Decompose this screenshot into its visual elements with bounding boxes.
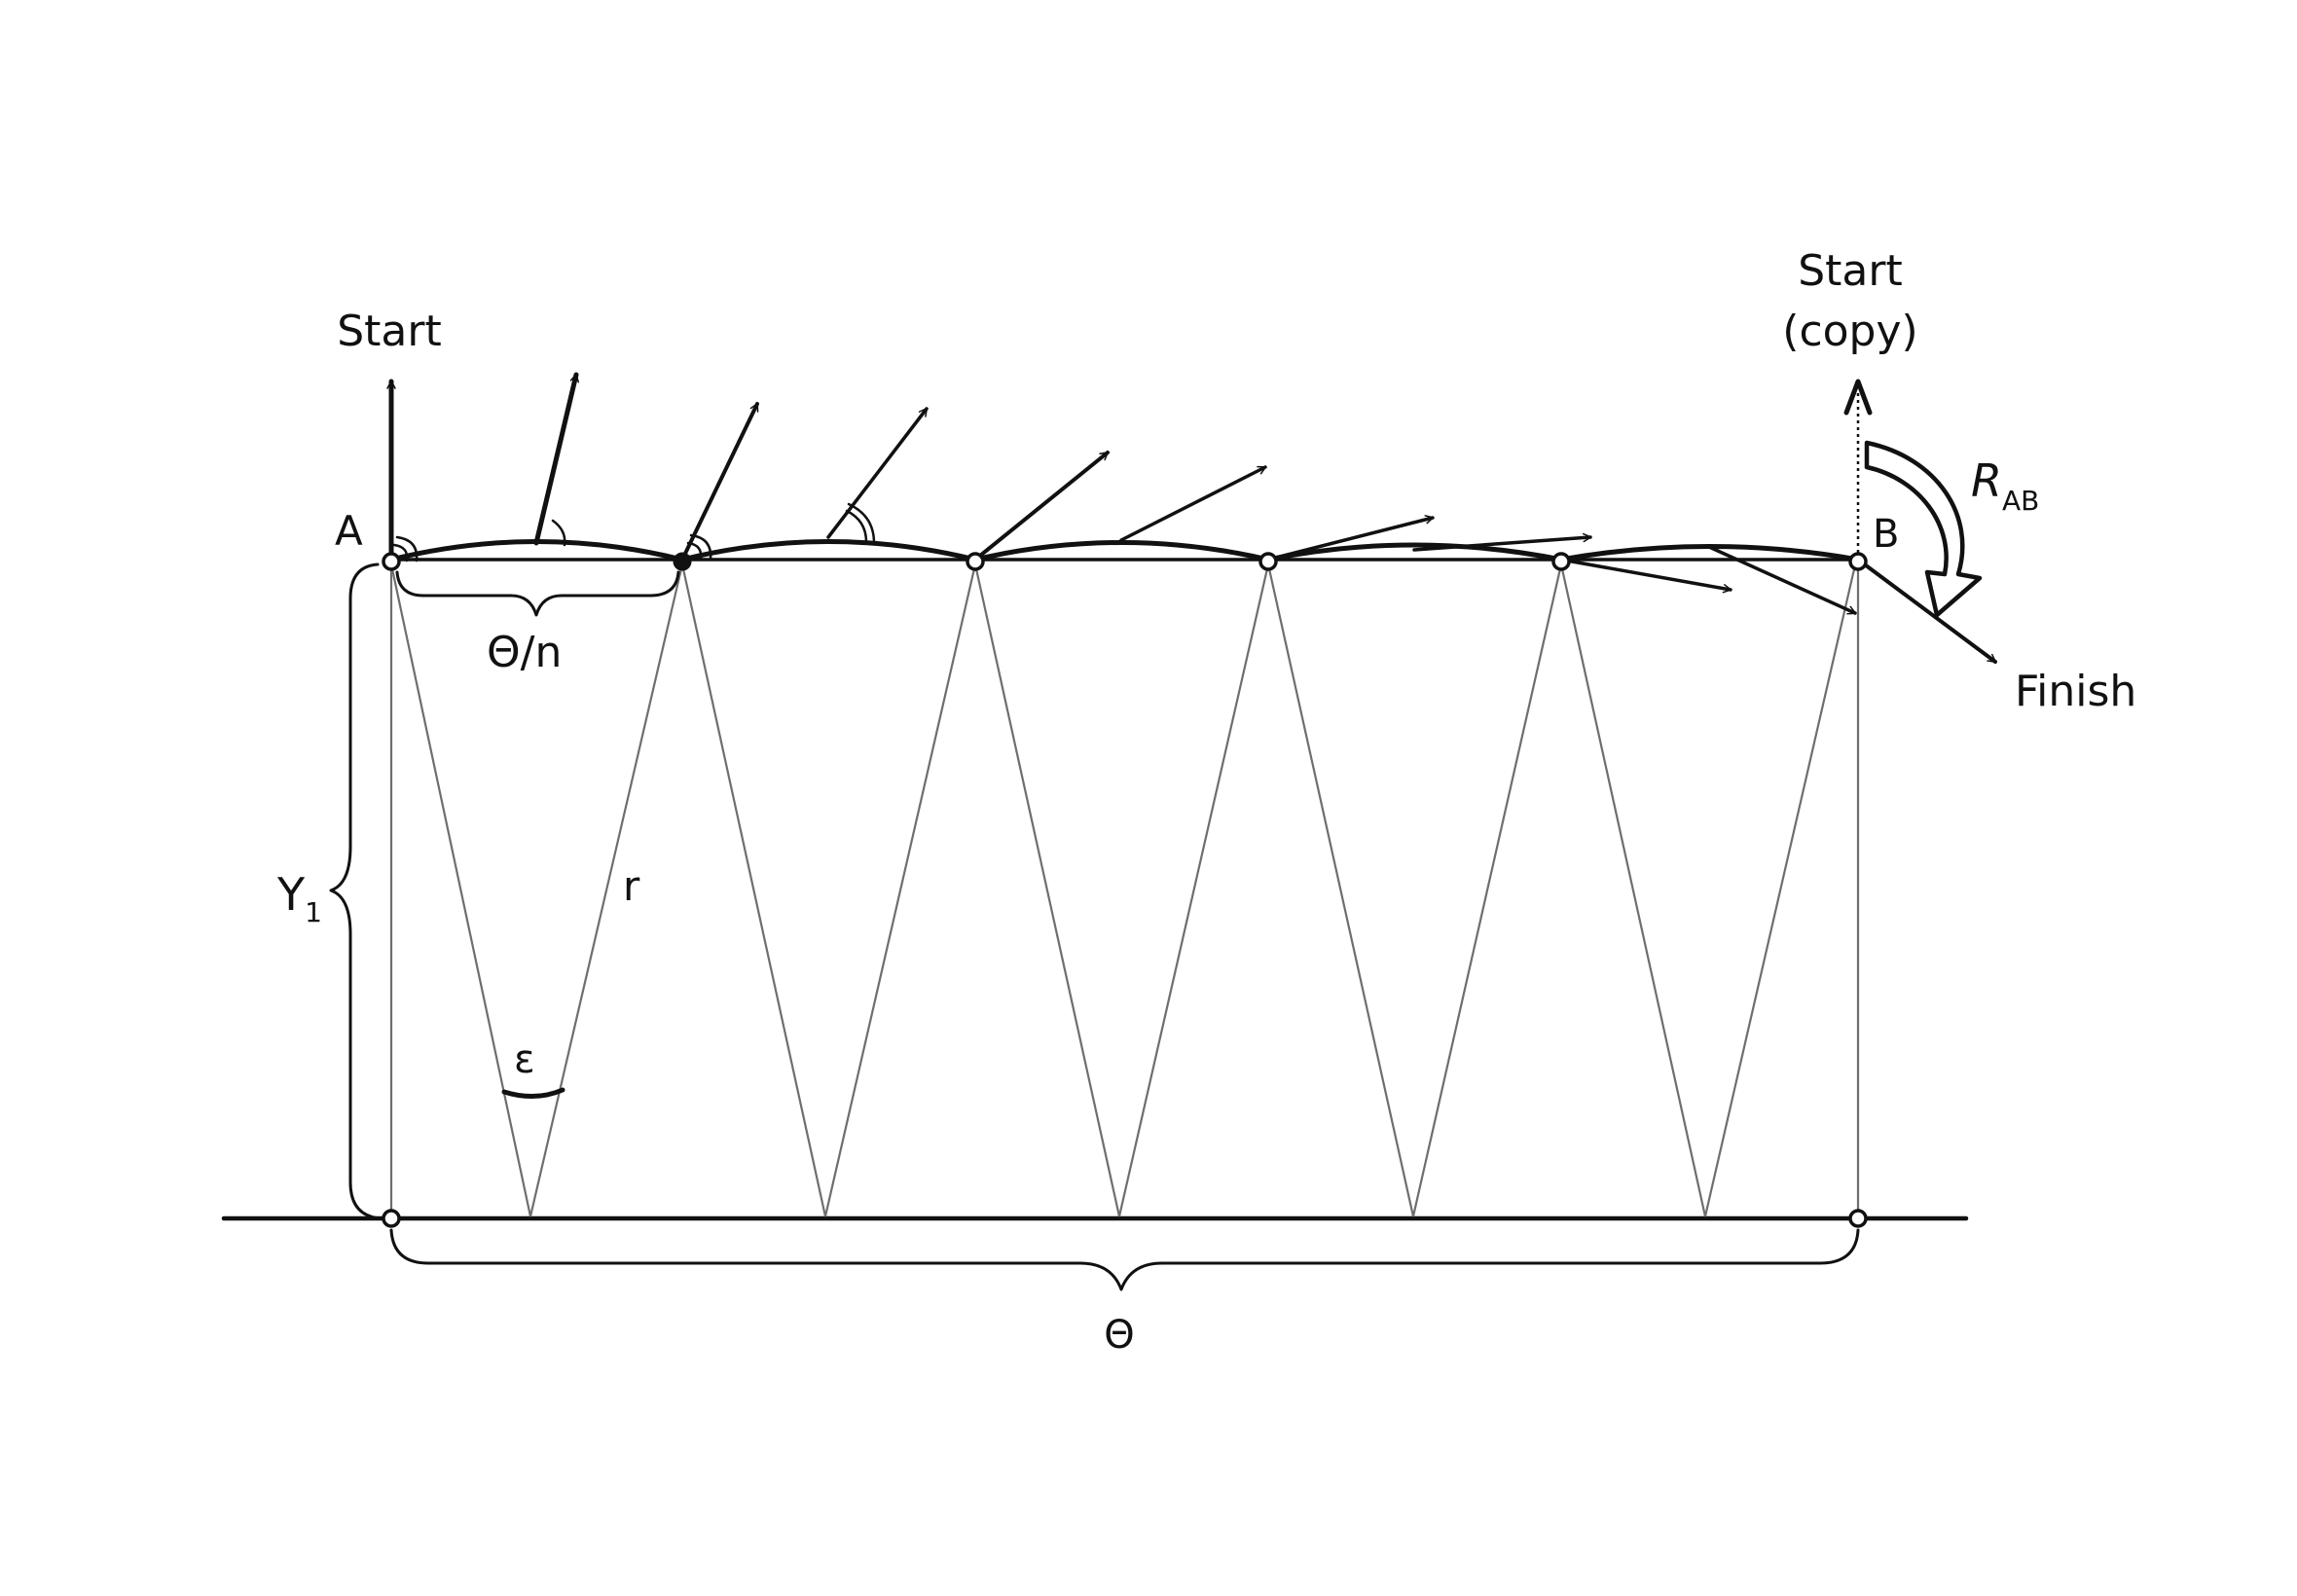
points — [382, 552, 1868, 1228]
epsilon-label: ε — [514, 1037, 535, 1082]
y1-label-sub: 1 — [305, 896, 322, 928]
transported-vectors — [386, 372, 1997, 664]
finish-vector — [1856, 558, 1997, 664]
point-a-label: A — [335, 507, 363, 555]
angle-marks — [392, 502, 876, 562]
start-copy-arrowhead — [1843, 379, 1873, 416]
ground-left-dot — [382, 1209, 401, 1228]
theta-label: Θ — [1104, 1313, 1134, 1358]
y1-brace — [329, 562, 383, 1220]
point-dot — [1258, 552, 1278, 571]
ground-right-dot — [1848, 1209, 1868, 1228]
point-dot — [966, 552, 985, 571]
y1-label-main: Y — [276, 868, 306, 921]
r-label: r — [623, 862, 640, 910]
rotation-label-main: R — [1971, 454, 2002, 507]
theta-over-n-label: Θ/n — [487, 628, 562, 677]
start-copy-label-line2: (copy) — [1782, 307, 1917, 356]
start-label: Start — [337, 307, 442, 356]
rotation-label: RAB — [1971, 454, 2039, 517]
y1-label: Y1 — [276, 868, 322, 928]
start-copy-label-line1: Start — [1798, 246, 1903, 296]
theta-brace — [389, 1228, 1860, 1291]
rotation-label-sub: AB — [2002, 485, 2039, 517]
epsilon-arc — [501, 1087, 565, 1099]
point-dot — [1551, 552, 1571, 571]
theta-over-n-brace — [395, 570, 680, 617]
point-a-dot — [382, 552, 401, 571]
point-b-dot — [1848, 552, 1868, 571]
point-b-label: B — [1873, 512, 1899, 557]
finish-label: Finish — [2015, 667, 2136, 716]
top-arcs — [388, 539, 1861, 562]
point-dot — [673, 552, 692, 571]
rotation-arrow — [1864, 440, 1983, 618]
zigzag-triangles — [389, 563, 1856, 1217]
